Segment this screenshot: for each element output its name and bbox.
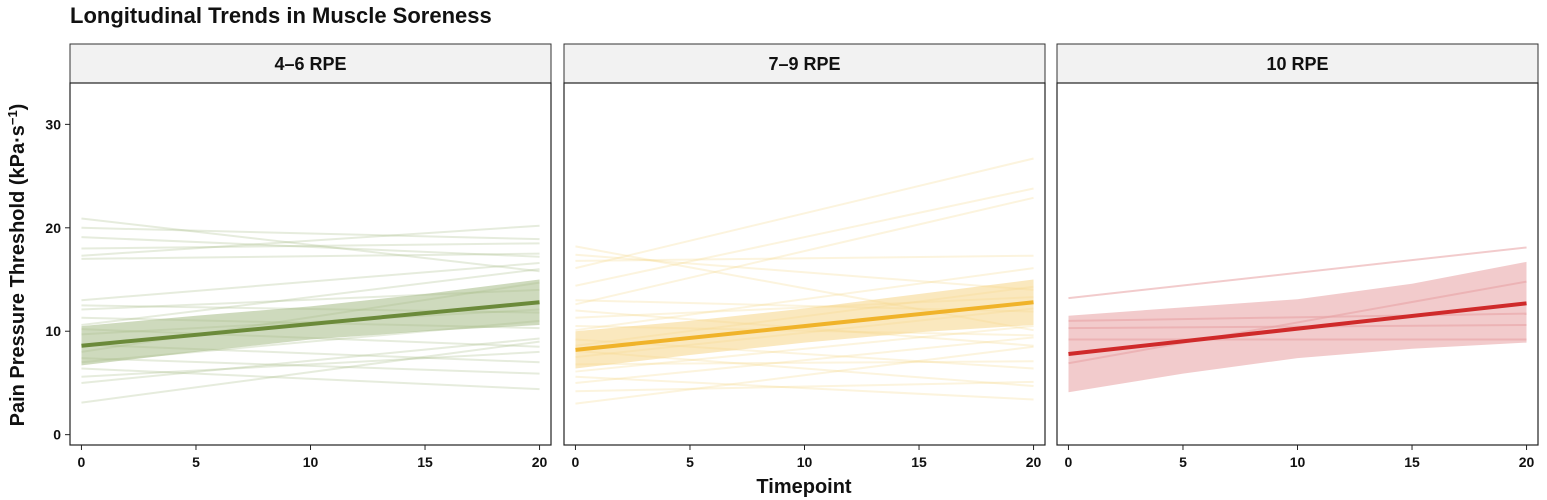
subject-line xyxy=(81,268,540,327)
panel-1: 4–6 RPE 0 5 10 15 20 0 10 20 30 xyxy=(45,43,552,470)
subject-line xyxy=(81,217,540,273)
trend-line xyxy=(1068,301,1527,356)
subject-line xyxy=(575,157,1034,270)
subject-line xyxy=(81,357,540,375)
panel-3: 10 RPE 0 5 10 15 20 xyxy=(1056,43,1539,470)
x-tick-label: 5 xyxy=(1179,454,1187,470)
y-tick-label: 30 xyxy=(45,116,61,132)
subject-line xyxy=(575,375,1034,401)
chart-title: Longitudinal Trends in Muscle Soreness xyxy=(70,3,492,28)
subject-line xyxy=(81,340,540,404)
x-tick-label: 15 xyxy=(1404,454,1420,470)
subject-line xyxy=(81,252,540,260)
panel-strip-label: 4–6 RPE xyxy=(274,54,346,74)
subject-line xyxy=(81,242,540,250)
subject-line xyxy=(575,336,1034,384)
y-axis-title-suffix: ) xyxy=(7,104,29,111)
subject-line xyxy=(575,345,1034,405)
panel-plot-area xyxy=(1068,246,1527,393)
subject-line xyxy=(575,325,1034,373)
panel-plot-area xyxy=(575,157,1034,405)
panel-strip-label: 10 RPE xyxy=(1266,54,1328,74)
subject-line xyxy=(1068,246,1527,300)
subject-line xyxy=(81,350,540,378)
x-tick-label: 20 xyxy=(1519,454,1535,470)
panel-strip xyxy=(1056,43,1539,84)
y-axis-title: Pain Pressure Threshold (kPa·s−1) xyxy=(5,104,30,427)
subject-line xyxy=(575,360,1034,366)
x-axis-title: Timepoint xyxy=(756,476,852,498)
panel-strip-label: 7–9 RPE xyxy=(768,54,840,74)
subject-line xyxy=(81,367,540,391)
panel-strip xyxy=(69,43,552,84)
subject-line xyxy=(575,253,1034,291)
panel-border xyxy=(1056,82,1539,446)
y-axis-title-superscript: −1 xyxy=(5,110,20,125)
y-tick-label: 10 xyxy=(45,323,61,339)
subject-line xyxy=(81,226,540,241)
x-tick-label: 10 xyxy=(797,454,813,470)
subject-line xyxy=(575,267,1034,332)
panel-2: 7–9 RPE 0 5 10 15 20 xyxy=(563,43,1046,470)
panel-plot-area xyxy=(81,217,540,404)
x-tick-label: 5 xyxy=(686,454,694,470)
subject-line xyxy=(81,337,540,384)
x-tick-label: 5 xyxy=(192,454,200,470)
x-tick-label: 10 xyxy=(303,454,319,470)
x-tick-label: 0 xyxy=(572,454,580,470)
subject-line xyxy=(575,254,1034,262)
axis-titles: Timepoint Pain Pressure Threshold (kPa·s… xyxy=(5,104,852,498)
confidence-ribbon xyxy=(575,279,1034,369)
subject-line xyxy=(575,196,1034,306)
trend-line xyxy=(81,300,540,348)
subject-line xyxy=(81,224,540,257)
y-tick-label: 20 xyxy=(45,220,61,236)
x-tick-label: 20 xyxy=(1026,454,1042,470)
subject-line xyxy=(575,380,1034,393)
subject-line xyxy=(81,261,540,302)
x-tick-label: 15 xyxy=(417,454,433,470)
trend-line xyxy=(575,300,1034,352)
y-tick-label: 0 xyxy=(53,427,61,443)
x-tick-label: 10 xyxy=(1290,454,1306,470)
subject-line xyxy=(575,187,1034,287)
x-tick-label: 20 xyxy=(532,454,548,470)
x-tick-label: 0 xyxy=(78,454,86,470)
subject-line xyxy=(81,236,540,258)
x-tick-label: 15 xyxy=(911,454,927,470)
y-axis-title-main: Pain Pressure Threshold (kPa·s xyxy=(7,125,29,426)
x-tick-label: 0 xyxy=(1065,454,1073,470)
